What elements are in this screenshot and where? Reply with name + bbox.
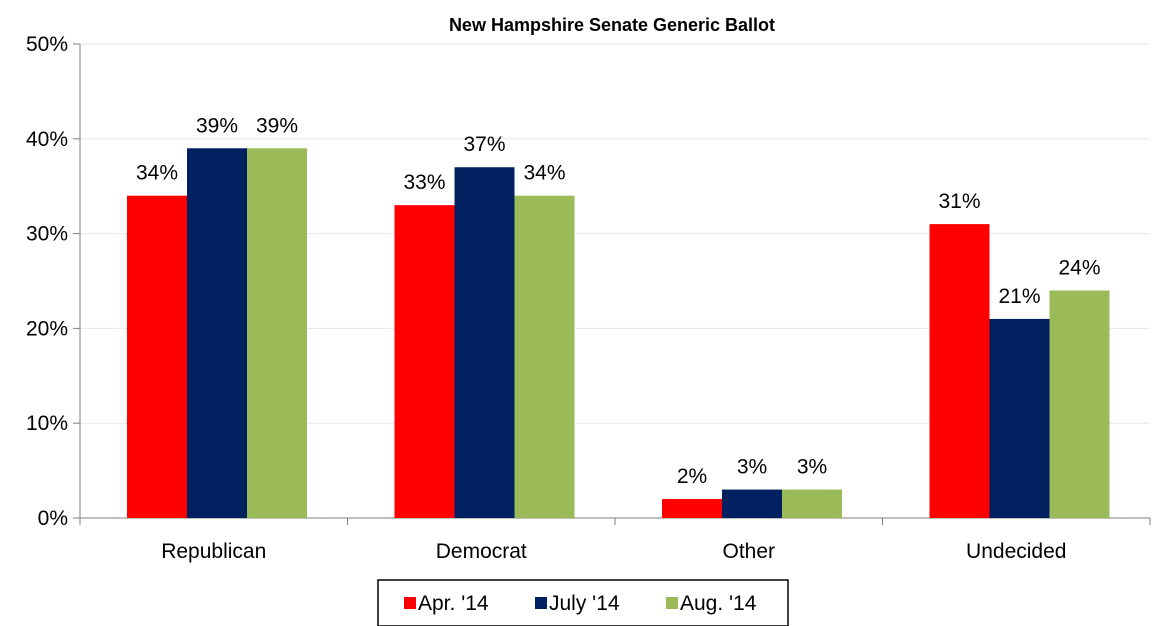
bar-democrat-apr-14 (394, 205, 455, 518)
bar-republican-aug-14 (247, 148, 307, 518)
category-label-undecided: Undecided (966, 540, 1066, 563)
data-label-republican-aug-14: 39% (256, 114, 298, 137)
bar-republican-apr-14 (127, 195, 187, 518)
chart-title: New Hampshire Senate Generic Ballot (449, 15, 775, 35)
bar-undecided-apr-14 (929, 224, 990, 518)
y-tick-label: 30% (26, 223, 68, 246)
legend-box (377, 579, 789, 626)
y-tick-label: 0% (38, 507, 68, 530)
bar-undecided-july-14 (989, 318, 1050, 518)
x-axis-categories: Republican Democrat Other Undecided (161, 540, 1066, 563)
data-label-other-apr-14: 2% (677, 465, 707, 488)
bar-other-apr-14 (662, 499, 722, 518)
data-label-undecided-july-14: 21% (998, 285, 1040, 308)
legend: Apr. '14 July '14 Aug. '14 (377, 579, 789, 626)
data-label-republican-july-14: 39% (196, 114, 238, 137)
data-label-undecided-apr-14: 31% (938, 190, 980, 213)
bar-other-july-14 (722, 489, 782, 518)
y-tick-label: 40% (26, 128, 68, 151)
y-tick-label: 20% (26, 317, 68, 340)
data-label-other-july-14: 3% (737, 456, 767, 479)
data-label-democrat-apr-14: 33% (403, 171, 445, 194)
y-tick-label: 50% (26, 33, 68, 56)
category-label-democrat: Democrat (436, 540, 527, 563)
legend-label-apr-14: Apr. '14 (418, 592, 489, 615)
legend-label-july-14: July '14 (549, 592, 620, 615)
data-label-democrat-aug-14: 34% (523, 162, 565, 185)
y-axis-ticks: 0% 10% 20% 30% 40% 50% (26, 33, 80, 530)
data-label-democrat-july-14: 37% (463, 133, 505, 156)
data-labels: 34% 39% 39% 33% 37% 34% 2% 3% 3% 31% 21% 24% (136, 114, 1101, 488)
legend-swatch-aug-14 (666, 597, 678, 609)
data-label-republican-apr-14: 34% (136, 162, 178, 185)
bar-other-aug-14 (782, 489, 842, 518)
bar-democrat-july-14 (454, 167, 515, 519)
bar-democrat-aug-14 (514, 195, 575, 518)
category-label-other: Other (722, 540, 775, 563)
data-label-undecided-aug-14: 24% (1058, 256, 1100, 279)
bar-undecided-aug-14 (1049, 290, 1110, 518)
y-tick-label: 10% (26, 412, 68, 435)
bar-republican-july-14 (187, 148, 247, 518)
data-label-other-aug-14: 3% (797, 456, 827, 479)
bars (127, 148, 1110, 519)
legend-swatch-apr-14 (404, 597, 416, 609)
legend-swatch-july-14 (535, 597, 547, 609)
category-label-republican: Republican (161, 540, 266, 563)
legend-label-aug-14: Aug. '14 (680, 592, 757, 615)
